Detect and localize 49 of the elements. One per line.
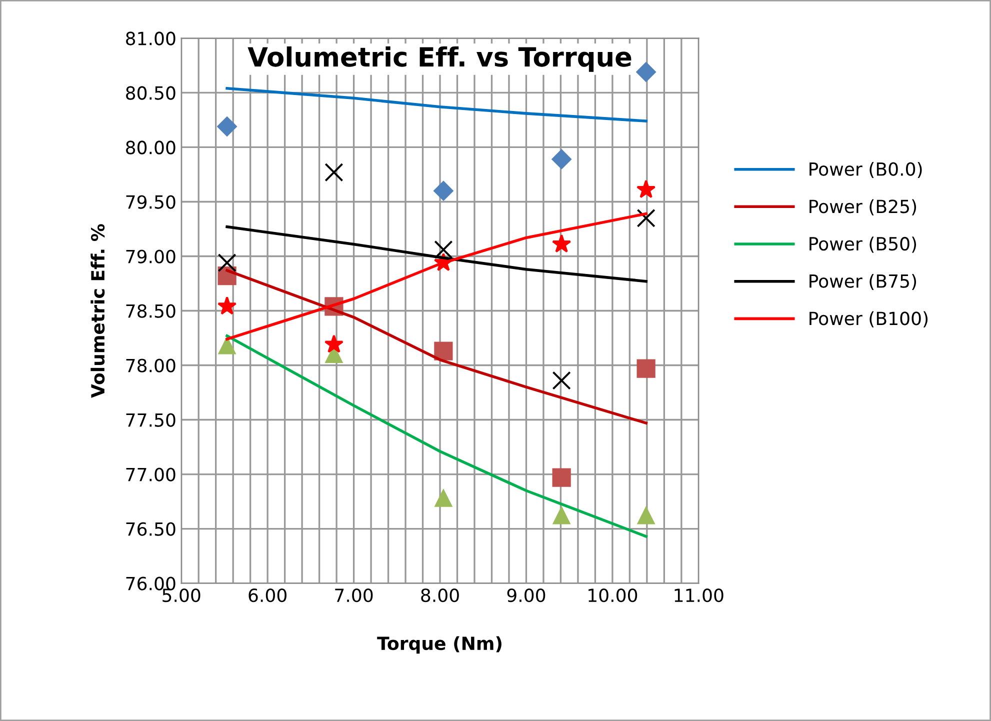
point	[636, 359, 656, 378]
x-tick-label: 8.00	[421, 588, 459, 602]
point	[636, 62, 656, 82]
y-tick-label: 76.50	[126, 522, 176, 536]
y-axis-title: Volumetric Eff. %	[90, 224, 105, 398]
point	[637, 507, 655, 524]
point	[434, 342, 453, 360]
point	[552, 468, 571, 487]
y-tick-label: 79.00	[126, 250, 176, 264]
point	[636, 180, 656, 198]
point	[434, 490, 452, 507]
y-tick-label: 78.00	[126, 358, 176, 372]
y-tick-label: 80.00	[126, 140, 176, 154]
legend-label: Power (B0.0)	[810, 162, 922, 178]
point	[324, 162, 344, 182]
x-axis-title: Torque (Nm)	[377, 636, 502, 654]
x-tick-label: 9.00	[507, 588, 546, 602]
y-tick-label: 77.50	[126, 413, 176, 427]
x-tick-label: 10.00	[588, 588, 638, 602]
legend-label: Power (B25)	[810, 199, 916, 216]
line-series	[226, 334, 648, 538]
point	[636, 208, 656, 228]
x-tick-label: 5.00	[162, 588, 200, 602]
point	[552, 149, 572, 170]
point	[217, 116, 237, 136]
point	[434, 181, 454, 201]
point	[218, 253, 236, 272]
legend-label: Power (B100)	[810, 311, 928, 328]
line-series	[226, 225, 648, 283]
x-tick-label: 7.00	[335, 588, 373, 602]
chart-title: Volumetric Eff. vs Torrque	[248, 46, 632, 72]
y-tick-label: 81.00	[126, 32, 176, 46]
point	[552, 507, 570, 524]
point	[218, 337, 236, 354]
legend-label: Power (B50)	[810, 236, 916, 253]
point	[552, 371, 571, 390]
point	[217, 296, 237, 315]
y-tick-label: 78.50	[126, 304, 176, 318]
x-tick-label: 6.00	[248, 588, 286, 602]
point	[434, 240, 453, 260]
y-tick-label: 80.50	[126, 86, 176, 100]
line-series	[226, 86, 648, 122]
x-tick-label: 11.00	[674, 588, 724, 602]
y-tick-label: 79.50	[126, 195, 176, 209]
y-tick-label: 76.00	[126, 576, 176, 590]
point	[324, 334, 344, 353]
legend-label: Power (B75)	[810, 274, 916, 290]
y-tick-label: 77.00	[126, 468, 176, 482]
point	[552, 234, 572, 253]
